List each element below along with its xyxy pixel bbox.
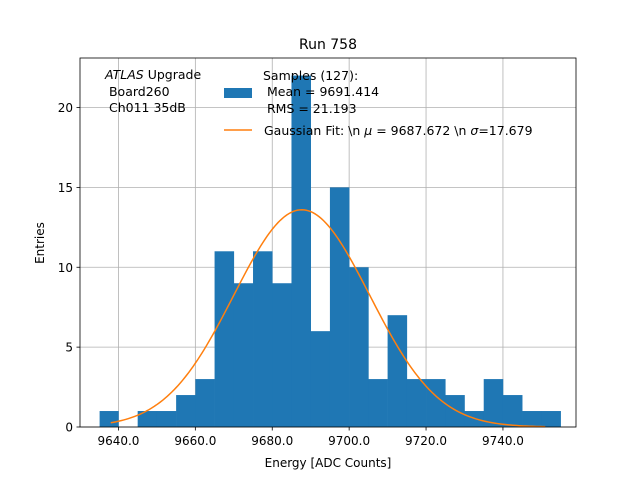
histogram-bar — [233, 283, 254, 427]
histogram-bar — [310, 331, 331, 427]
histogram-bar — [387, 315, 408, 427]
histogram-bar — [406, 379, 427, 427]
y-tick-label: 15 — [58, 181, 73, 195]
histogram-bar — [445, 395, 465, 427]
y-tick-label: 0 — [65, 421, 73, 435]
histogram-bar — [502, 395, 523, 427]
fit-label-sigma: σ — [470, 123, 479, 138]
x-tick-label: 9740.0 — [482, 434, 524, 448]
histogram-bar — [368, 379, 388, 427]
legend-histogram-swatch — [224, 88, 252, 98]
chart-title: Run 758 — [299, 37, 357, 53]
legend-histogram-mean: Mean = 9691.414 — [263, 84, 379, 99]
histogram-bar — [176, 395, 196, 427]
y-tick-label: 20 — [58, 101, 73, 115]
annotation-atlas: ATLAS — [104, 67, 144, 82]
histogram-bar — [272, 283, 292, 427]
histogram-bar — [195, 379, 215, 427]
x-tick-label: 9720.0 — [405, 434, 447, 448]
histogram-bar — [156, 411, 177, 427]
legend: Samples (127): Mean = 9691.414 RMS = 21.… — [224, 68, 533, 138]
legend-fit-label: Gaussian Fit: \n μ = 9687.672 \n σ=17.67… — [264, 123, 533, 138]
y-axis-label: Entries — [33, 222, 47, 264]
annotation-line-1: ATLAS Upgrade — [104, 67, 201, 82]
fit-label-mu: μ — [363, 123, 372, 138]
annotation-upgrade: Upgrade — [144, 67, 202, 82]
histogram-bar — [137, 411, 158, 427]
fit-label-end: =17.679 — [478, 123, 532, 138]
histogram-bars — [99, 75, 561, 428]
histogram-bar — [329, 187, 350, 427]
x-tick-label: 9700.0 — [328, 434, 370, 448]
histogram-bar — [349, 267, 369, 427]
histogram-bar — [541, 411, 561, 427]
grid — [80, 58, 576, 428]
y-tick-label: 5 — [65, 341, 73, 355]
gaussian-fit-line — [110, 208, 546, 428]
x-tick-label: 9680.0 — [251, 434, 293, 448]
histogram-bar — [483, 379, 504, 427]
annotation-line-2: Board260 — [105, 84, 170, 99]
x-tick-label: 9640.0 — [97, 434, 139, 448]
histogram-bar — [291, 75, 311, 428]
axes-frame — [79, 57, 577, 428]
legend-histogram-label: Samples (127): — [263, 68, 358, 83]
annotation-line-3: Ch011 35dB — [105, 100, 186, 115]
x-axis-label: Energy [ADC Counts] — [265, 456, 392, 470]
legend-histogram-rms: RMS = 21.193 — [263, 101, 357, 116]
histogram-bar — [253, 251, 273, 427]
fit-label-mid: = 9687.672 \n — [372, 123, 470, 138]
axis-ticks: 9640.0 9660.0 9680.0 9700.0 9720.0 9740.0 0 5 10… — [58, 101, 524, 448]
histogram-bar — [214, 251, 235, 427]
y-tick-label: 10 — [58, 261, 73, 275]
histogram-bar — [522, 411, 542, 427]
histogram-bar — [99, 411, 119, 427]
histogram-bar — [426, 379, 446, 427]
atlas-annotation: ATLAS Upgrade Board260 Ch011 35dB — [104, 67, 201, 115]
x-tick-label: 9660.0 — [174, 434, 216, 448]
fit-label-prefix: Gaussian Fit: \n — [264, 123, 364, 138]
